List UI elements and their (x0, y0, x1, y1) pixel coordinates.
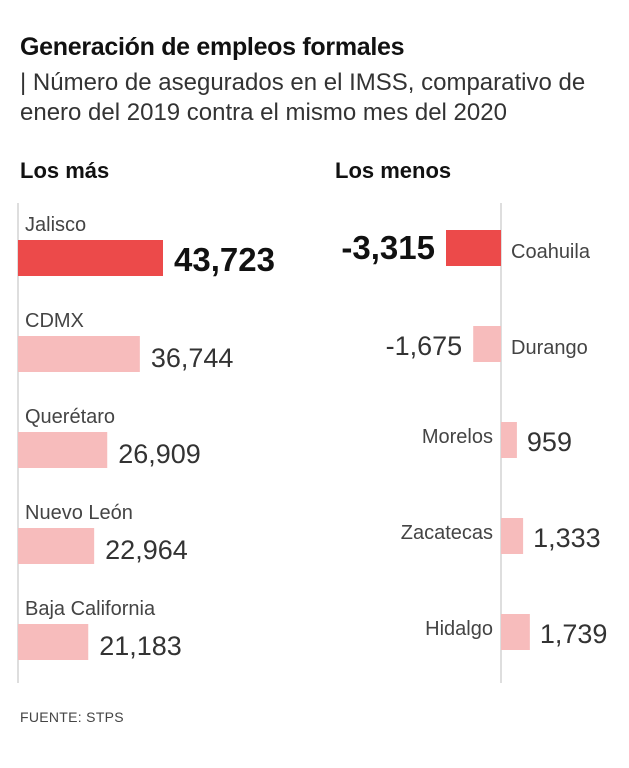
left-bar (18, 240, 163, 276)
right-category-label: Zacatecas (401, 522, 493, 544)
right-bar (446, 230, 501, 266)
right-value-label: 1,739 (540, 619, 608, 649)
left-category-label: Nuevo León (25, 502, 133, 524)
right-value-label: -3,315 (341, 229, 435, 266)
right-value-label: -1,675 (386, 331, 463, 361)
left-value-label: 36,744 (151, 343, 234, 373)
right-value-label: 1,333 (533, 523, 601, 553)
right-category-label: Hidalgo (425, 618, 493, 640)
right-bar (473, 326, 501, 362)
left-bar (18, 624, 89, 660)
left-value-label: 22,964 (105, 535, 188, 565)
left-category-label: Querétaro (25, 406, 115, 428)
source-note: FUENTE: STPS (20, 709, 124, 725)
left-bar (18, 528, 95, 564)
left-category-label: CDMX (25, 310, 84, 332)
left-bar (18, 432, 108, 468)
panel-heading-top: Los más (20, 158, 110, 183)
left-category-label: Baja California (25, 598, 156, 620)
right-category-label: Durango (511, 337, 588, 359)
right-category-label: Coahuila (511, 241, 591, 263)
chart-title: Generación de empleos formales (20, 33, 405, 61)
right-value-label: 959 (527, 427, 572, 457)
chart-subtitle: | Número de asegurados en el IMSS, compa… (20, 69, 586, 126)
right-category-label: Morelos (422, 426, 493, 448)
left-value-label: 43,723 (174, 241, 275, 278)
right-bar (501, 422, 517, 458)
right-bar (501, 518, 524, 554)
left-value-label: 26,909 (118, 439, 201, 469)
panel-heading-bottom: Los menos (335, 158, 452, 183)
left-category-label: Jalisco (25, 214, 86, 236)
left-value-label: 21,183 (99, 631, 182, 661)
right-bar (501, 614, 530, 650)
left-bar (18, 336, 140, 372)
